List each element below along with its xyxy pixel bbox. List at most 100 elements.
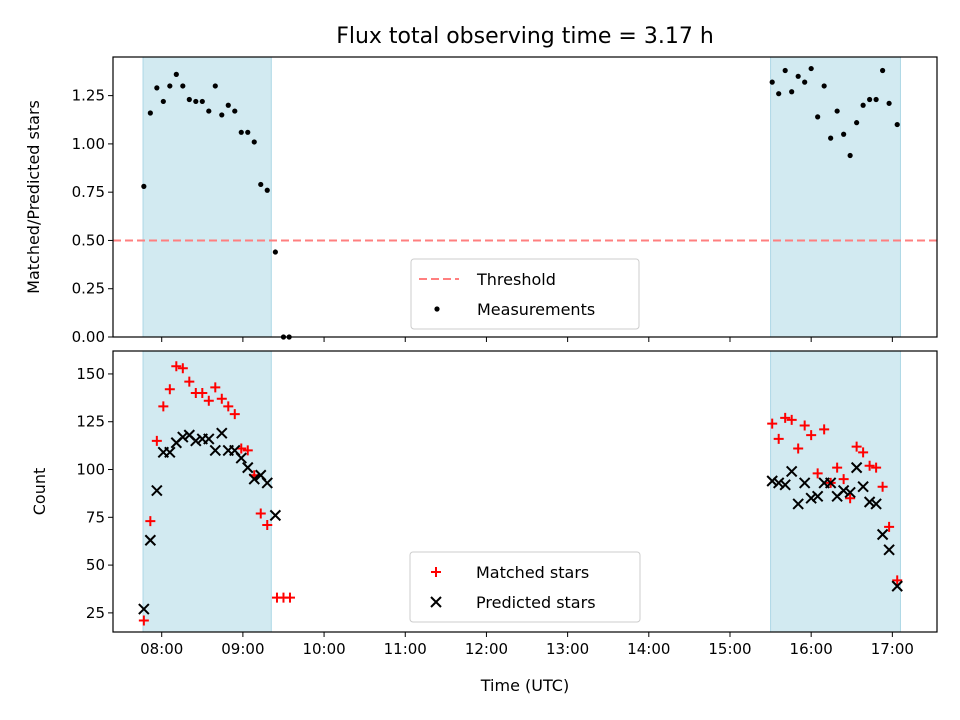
matched-stars-point (773, 433, 784, 444)
measurements-point (225, 102, 231, 108)
predicted-stars-point (177, 431, 189, 443)
y-tick-label: 1.00 (72, 135, 105, 153)
measurements-point (258, 181, 264, 188)
measurements-point (847, 152, 853, 159)
matched-stars-point (158, 401, 169, 412)
measurements-point (782, 67, 788, 74)
matched-stars-point (780, 412, 791, 423)
predicted-stars-point (837, 484, 850, 497)
measurements-point (802, 79, 808, 85)
matched-stars-point (177, 363, 188, 374)
measurements-point (264, 187, 270, 193)
legend-label: Measurements (477, 300, 595, 319)
predicted-stars-point (261, 477, 273, 489)
measurements-point (186, 96, 192, 103)
measurements-point (821, 83, 827, 89)
top-axes: 0.00 0.25 0.50 0.75 1.00 1.25 Threshold Measure… (72, 56, 938, 346)
bottom-axes: 25 50 75 100 125 150 08:00 09:00 10:00 11:00 12:00… (76, 350, 938, 658)
predicted-stars-point (785, 465, 798, 478)
measurements-point (238, 129, 244, 135)
observing-window-0 (142, 350, 272, 633)
matched-stars-point (806, 430, 817, 441)
matched-stars-point (255, 508, 266, 519)
measurements-point (841, 131, 847, 137)
legend-box (409, 551, 641, 623)
predicted-stars-point (883, 544, 895, 556)
legend-label: Threshold (476, 270, 556, 289)
matched-stars-point (812, 468, 823, 479)
measurements-point (167, 83, 173, 89)
predicted-stars-point (805, 492, 817, 504)
legend-plus-swatch (431, 567, 441, 577)
measurements-point (886, 100, 892, 106)
x-tick-label: 14:00 (627, 640, 670, 658)
y-tick-label: 50 (86, 556, 105, 574)
matched-stars-point (786, 414, 797, 425)
y-tick-label: 1.25 (72, 87, 105, 105)
x-tick-label: 10:00 (302, 640, 345, 658)
predicted-stars-point (235, 452, 247, 464)
measurements-point (245, 129, 251, 135)
matched-stars-point (864, 460, 875, 471)
matched-stars-point (884, 521, 895, 532)
matched-stars-point (871, 462, 882, 473)
measurements-point (867, 96, 873, 103)
predicted-stars-point (876, 528, 889, 541)
matched-stars-point (145, 516, 156, 527)
observing-window-1 (770, 56, 901, 338)
matched-stars-point (242, 445, 253, 456)
predicted-stars-point (779, 479, 791, 491)
matched-stars-point (767, 418, 778, 429)
matched-stars-point (845, 493, 856, 504)
y-tick-label: 100 (76, 461, 105, 479)
matched-stars-point (851, 441, 862, 452)
matched-stars-point (832, 462, 843, 473)
matched-stars-point (203, 395, 214, 406)
measurements-point (141, 183, 147, 189)
measurements-point (173, 71, 179, 77)
bottom-y-axis-label: Count (30, 468, 49, 516)
matched-stars-point (858, 447, 869, 458)
observing-window-0 (142, 56, 272, 338)
measurements-point (880, 67, 886, 74)
predicted-stars-point (209, 444, 221, 457)
x-tick-label: 12:00 (465, 640, 508, 658)
predicted-stars-point (190, 435, 202, 447)
legend-box (410, 258, 640, 330)
predicted-stars-point (242, 461, 254, 474)
predicted-stars-point (857, 481, 869, 493)
predicted-stars-point (811, 490, 824, 502)
matched-stars-point (164, 384, 175, 395)
predicted-stars-point (269, 509, 282, 522)
y-tick-label: 75 (86, 508, 105, 526)
matched-stars-point (793, 443, 804, 454)
matched-stars-point (216, 393, 227, 404)
measurements-point (894, 121, 900, 128)
predicted-stars-point (850, 461, 863, 474)
legend-dot-swatch (434, 306, 440, 312)
axes-frame (112, 350, 938, 633)
y-tick-label: 0.00 (72, 328, 105, 346)
x-axis-label: Time (UTC) (480, 676, 569, 695)
measurements-point (219, 112, 225, 118)
y-tick-label: 0.75 (72, 183, 105, 201)
predicted-stars-point (863, 496, 876, 508)
measurements-point (232, 108, 238, 114)
x-tick-label: 09:00 (221, 640, 264, 658)
measurements-point (828, 135, 834, 141)
y-tick-label: 150 (76, 365, 105, 383)
chart-title: Flux total observing time = 3.17 h (336, 24, 714, 49)
measurements-point (212, 83, 218, 89)
y-tick-label: 25 (86, 604, 105, 622)
x-tick-label: 15:00 (708, 640, 751, 658)
x-tick-label: 17:00 (871, 640, 914, 658)
y-tick-label: 125 (76, 413, 105, 431)
axes-frame (112, 56, 938, 338)
matched-stars-point (799, 420, 810, 431)
measurements-point (180, 83, 186, 89)
x-tick-label: 11:00 (384, 640, 427, 658)
measurements-point (147, 110, 153, 116)
matched-stars-point (877, 481, 888, 492)
measurements-point (206, 108, 212, 114)
